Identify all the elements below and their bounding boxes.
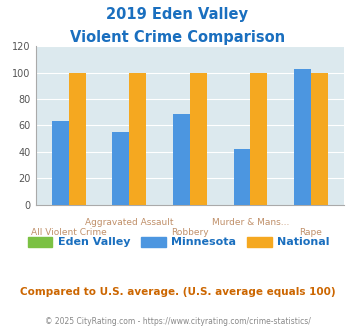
Bar bbox=[190, 73, 207, 205]
Text: © 2025 CityRating.com - https://www.cityrating.com/crime-statistics/: © 2025 CityRating.com - https://www.city… bbox=[45, 317, 310, 326]
Text: Rape: Rape bbox=[300, 228, 322, 237]
Bar bbox=[251, 73, 267, 205]
Bar bbox=[69, 73, 86, 205]
Text: Violent Crime Comparison: Violent Crime Comparison bbox=[70, 30, 285, 45]
Bar bbox=[294, 69, 311, 205]
Text: Aggravated Assault: Aggravated Assault bbox=[85, 218, 174, 227]
Legend: Eden Valley, Minnesota, National: Eden Valley, Minnesota, National bbox=[23, 232, 334, 252]
Text: Compared to U.S. average. (U.S. average equals 100): Compared to U.S. average. (U.S. average … bbox=[20, 287, 335, 297]
Bar bbox=[234, 149, 251, 205]
Text: Robbery: Robbery bbox=[171, 228, 209, 237]
Text: 2019 Eden Valley: 2019 Eden Valley bbox=[106, 7, 248, 21]
Bar bbox=[113, 132, 129, 205]
Bar bbox=[52, 121, 69, 205]
Bar bbox=[129, 73, 146, 205]
Bar bbox=[173, 114, 190, 205]
Bar bbox=[311, 73, 328, 205]
Text: Murder & Mans...: Murder & Mans... bbox=[212, 218, 289, 227]
Text: All Violent Crime: All Violent Crime bbox=[31, 228, 107, 237]
